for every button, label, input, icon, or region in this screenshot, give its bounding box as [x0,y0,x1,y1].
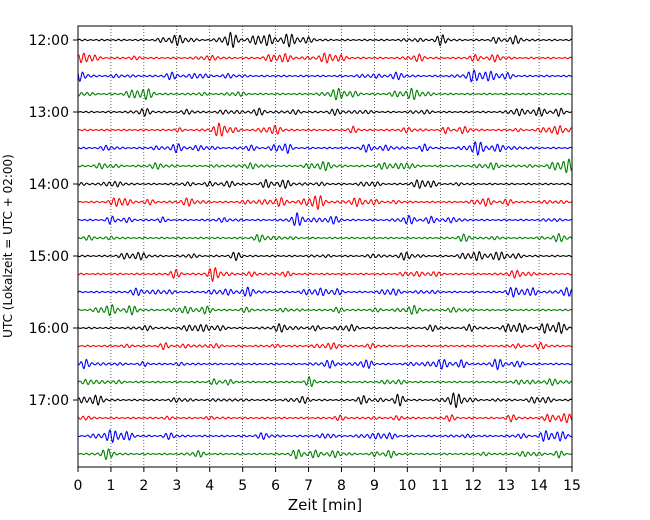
trace-1215 [77,52,573,64]
trace-1630 [77,358,573,371]
x-tick-label: 15 [563,478,581,494]
trace-1300 [77,106,573,117]
trace-1245 [77,87,573,101]
y-axis-ticks: 12:00 13:00 14:00 15:00 16:00 17:00 [29,33,78,409]
trace-1330 [78,140,573,156]
trace-1730 [77,429,573,444]
trace-1315 [77,122,573,137]
trace-1445 [77,232,573,243]
x-tick-label: 13 [497,478,515,494]
x-tick-label: 7 [304,478,313,494]
x-tick-label: 9 [370,478,379,494]
trace-1645 [77,375,573,388]
trace-1515 [77,266,573,282]
y-tick-label: 15:00 [29,249,69,265]
x-tick-label: 10 [398,478,416,494]
trace-1345 [77,158,573,174]
x-tick-label: 5 [238,478,247,494]
trace-1230 [77,69,573,83]
trace-1200 [77,31,573,49]
trace-1715 [77,412,573,424]
y-tick-label: 13:00 [29,105,69,121]
x-tick-label: 12 [464,478,482,494]
x-tick-label: 1 [106,478,115,494]
x-tick-label: 14 [530,478,548,494]
x-tick-label: 6 [271,478,280,494]
trace-1415 [77,195,573,210]
trace-1400 [77,179,573,189]
y-tick-label: 17:00 [29,393,69,409]
x-tick-label: 4 [205,478,214,494]
trace-1745 [77,448,573,461]
y-axis-label: UTC (Lokalzeit = UTC + 02:00) [1,154,15,338]
trace-1530 [77,286,573,298]
x-tick-label: 11 [431,478,449,494]
trace-1500 [77,251,573,262]
trace-1600 [77,322,573,335]
x-tick-label: 3 [172,478,181,494]
y-tick-label: 14:00 [29,177,69,193]
trace-1615 [77,341,573,351]
plot-frame [77,25,573,468]
seismic-traces [77,31,573,461]
y-tick-label: 16:00 [29,321,69,337]
x-axis-ticks: 0 1 2 3 4 5 6 7 8 9 10 11 12 13 14 15 [74,467,581,494]
trace-1545 [77,303,573,317]
x-tick-label: 2 [139,478,148,494]
x-axis-label: Zeit [min] [288,496,362,514]
x-tick-label: 8 [337,478,346,494]
trace-1700 [77,392,573,409]
x-tick-label: 0 [74,478,83,494]
y-tick-label: 12:00 [29,33,69,49]
trace-1430 [77,212,573,227]
